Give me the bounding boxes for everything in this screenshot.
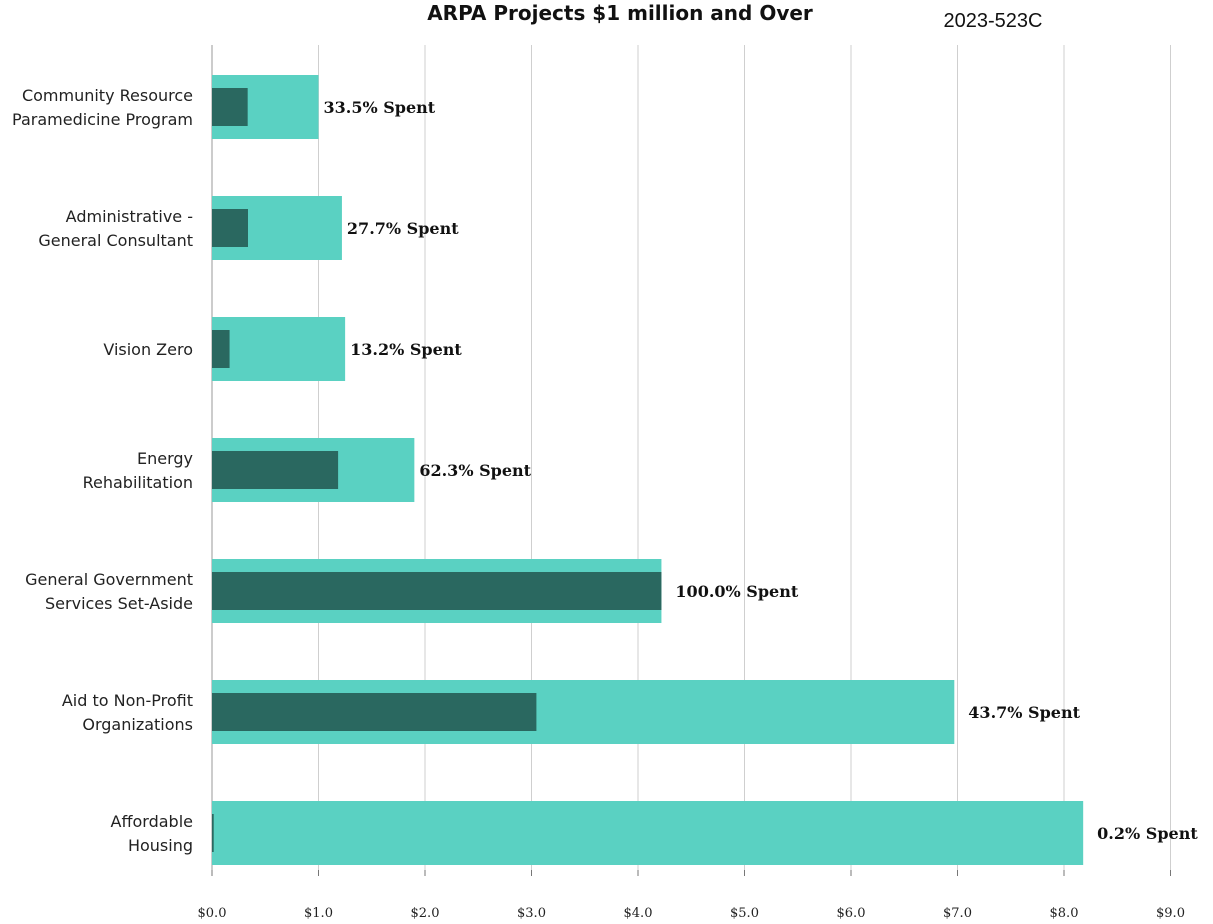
x-tick-label: $5.0 [730,906,759,921]
data-label: 100.0% Spent [675,582,798,601]
chart-subtitle: 2023-523C [944,10,1043,32]
spent-bar [212,814,214,852]
category-label: Administrative - [66,207,193,226]
data-label: 33.5% Spent [324,98,436,117]
spent-bar [212,209,248,247]
category-label: Paramedicine Program [12,110,193,129]
x-tick-label: $4.0 [624,906,653,921]
x-tick-label: $1.0 [304,906,333,921]
category-label: Housing [128,836,193,855]
x-tick-label: $8.0 [1050,906,1079,921]
x-tick-label: $0.0 [198,906,227,921]
bars [212,75,1084,865]
x-tick-label: $9.0 [1156,906,1185,921]
category-label: Community Resource [22,86,193,105]
category-label: General Consultant [38,231,193,250]
x-tick-label: $6.0 [837,906,866,921]
category-label: Organizations [82,715,193,734]
spent-bar [212,693,537,731]
x-tick-label: $3.0 [517,906,546,921]
labels: $0.0 $1.0 $2.0 $3.0 $4.0 $5.0 $6.0 $7.0 $8.0 $9.0… [12,86,1198,921]
budget-bar [212,801,1084,865]
x-tick-label: $2.0 [411,906,440,921]
spent-bar [212,330,230,368]
category-label: General Government [25,570,193,589]
budget-bar [212,317,346,381]
category-label: Vision Zero [103,340,193,359]
spent-bar [212,88,248,126]
data-label: 13.2% Spent [350,340,462,359]
category-label: Energy [137,449,193,468]
data-label: 43.7% Spent [968,703,1080,722]
category-label: Services Set-Aside [45,594,193,613]
chart-title: ARPA Projects $1 million and Over [427,1,813,25]
x-tick-label: $7.0 [943,906,972,921]
data-label: 62.3% Spent [419,461,531,480]
data-label: 0.2% Spent [1097,824,1198,843]
category-label: Affordable [111,812,193,831]
category-label: Aid to Non-Profit [62,691,193,710]
category-label: Rehabilitation [83,473,193,492]
data-label: 27.7% Spent [347,219,459,238]
spent-bar [212,451,339,489]
spent-bar [212,572,662,610]
